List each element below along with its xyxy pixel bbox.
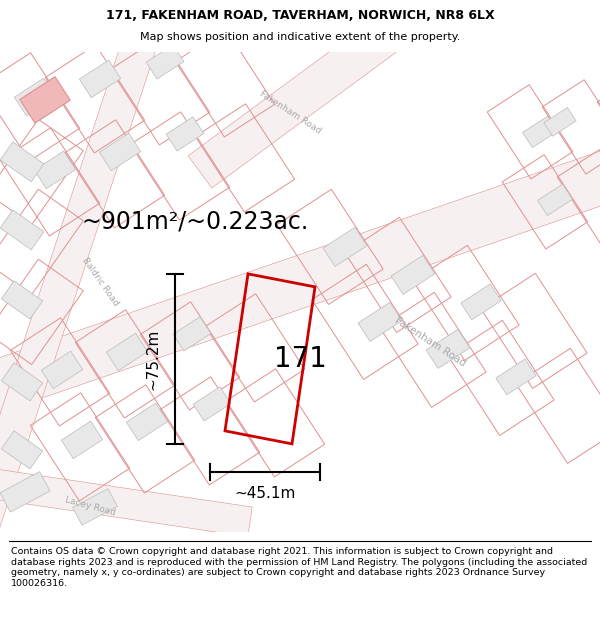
Polygon shape <box>0 210 44 250</box>
Polygon shape <box>544 107 576 136</box>
Text: ~901m²/~0.223ac.: ~901m²/~0.223ac. <box>82 210 308 234</box>
Polygon shape <box>1 281 43 319</box>
Polygon shape <box>461 284 501 320</box>
Text: Fakenham Road: Fakenham Road <box>393 315 467 369</box>
Polygon shape <box>323 228 367 266</box>
Polygon shape <box>0 472 50 512</box>
Polygon shape <box>496 359 536 395</box>
Text: Map shows position and indicative extent of the property.: Map shows position and indicative extent… <box>140 32 460 43</box>
Polygon shape <box>358 302 402 341</box>
Polygon shape <box>173 317 211 351</box>
Polygon shape <box>0 148 600 416</box>
Text: ~45.1m: ~45.1m <box>235 486 296 501</box>
Polygon shape <box>79 60 121 98</box>
Text: Fakenham Road: Fakenham Road <box>257 89 322 135</box>
Text: 171: 171 <box>274 345 326 373</box>
Polygon shape <box>61 421 103 459</box>
Text: Baldric Road: Baldric Road <box>80 256 120 308</box>
Polygon shape <box>14 78 56 116</box>
Text: ~75.2m: ~75.2m <box>146 328 161 389</box>
Polygon shape <box>426 329 470 369</box>
Polygon shape <box>41 351 83 389</box>
Polygon shape <box>146 45 184 79</box>
Polygon shape <box>106 333 148 371</box>
Polygon shape <box>1 363 43 401</box>
Polygon shape <box>127 403 167 441</box>
Text: Lacey Road: Lacey Road <box>64 496 116 518</box>
Polygon shape <box>20 77 70 123</box>
Polygon shape <box>100 133 140 171</box>
Polygon shape <box>0 467 252 537</box>
Polygon shape <box>391 255 435 294</box>
Polygon shape <box>193 387 231 421</box>
Polygon shape <box>1 431 43 469</box>
Polygon shape <box>188 16 402 188</box>
Polygon shape <box>73 489 118 525</box>
Polygon shape <box>0 142 44 182</box>
Polygon shape <box>0 36 157 538</box>
Polygon shape <box>166 117 204 151</box>
Text: 171, FAKENHAM ROAD, TAVERHAM, NORWICH, NR8 6LX: 171, FAKENHAM ROAD, TAVERHAM, NORWICH, N… <box>106 9 494 22</box>
Polygon shape <box>523 116 557 148</box>
Polygon shape <box>538 184 572 216</box>
Text: Contains OS data © Crown copyright and database right 2021. This information is : Contains OS data © Crown copyright and d… <box>11 548 587 588</box>
Polygon shape <box>34 151 76 189</box>
